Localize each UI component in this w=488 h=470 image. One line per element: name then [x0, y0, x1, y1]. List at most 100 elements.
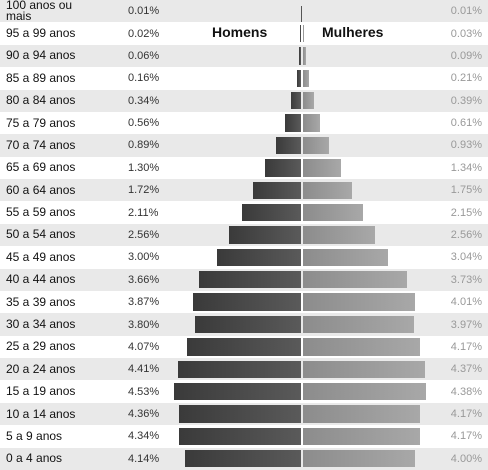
value-label-women: 0.09% — [450, 49, 482, 62]
bar-men — [192, 293, 301, 311]
value-label-men: 0.02% — [128, 27, 160, 40]
bar-women — [303, 248, 389, 267]
value-label-women: 0.39% — [450, 94, 482, 107]
bar-women — [303, 405, 420, 423]
bar-women — [303, 181, 352, 199]
age-label: 55 a 59 anos — [6, 205, 76, 220]
value-label-men: 1.30% — [128, 161, 160, 174]
value-label-men: 0.06% — [128, 49, 160, 62]
value-label-women: 4.38% — [450, 385, 482, 398]
bar-men — [300, 24, 301, 43]
value-label-women: 4.00% — [450, 452, 482, 465]
value-label-women: 0.03% — [450, 27, 482, 40]
bar-women — [303, 92, 314, 110]
bar-men — [296, 69, 301, 88]
value-label-women: 0.01% — [450, 5, 482, 18]
age-label: 85 a 89 anos — [6, 70, 76, 85]
bar-women — [303, 271, 408, 289]
value-label-men: 0.16% — [128, 72, 160, 85]
row — [0, 67, 488, 90]
age-label: 25 a 29 anos — [6, 339, 76, 354]
center-axis — [301, 6, 302, 22]
value-label-men: 4.07% — [128, 340, 160, 353]
bar-women — [303, 203, 364, 222]
legend-men: Homens — [212, 24, 268, 40]
bar-men — [291, 92, 301, 110]
legend-women: Mulheres — [322, 24, 384, 40]
value-label-women: 0.61% — [450, 117, 482, 130]
bar-men — [178, 405, 301, 423]
bar-men — [198, 271, 301, 289]
bar-women — [303, 450, 415, 468]
row — [0, 0, 488, 23]
bar-women — [303, 338, 420, 356]
age-label: 65 a 69 anos — [6, 160, 76, 175]
bar-women — [303, 226, 375, 244]
value-label-women: 0.21% — [450, 72, 482, 85]
value-label-men: 4.36% — [128, 408, 160, 421]
age-label: 50 a 54 anos — [6, 227, 76, 242]
bar-men — [276, 136, 301, 155]
bar-men — [185, 450, 301, 468]
value-label-men: 0.56% — [128, 117, 160, 130]
value-label-women: 4.37% — [450, 363, 482, 376]
age-label: 90 a 94 anos — [6, 48, 76, 63]
age-label: 80 a 84 anos — [6, 93, 76, 108]
bar-men — [179, 427, 301, 446]
value-label-women: 3.73% — [450, 273, 482, 286]
age-label: 60 a 64 anos — [6, 182, 76, 197]
value-label-men: 2.11% — [128, 206, 159, 219]
bar-women — [303, 136, 330, 155]
age-label: 5 a 9 anos — [6, 428, 63, 443]
value-label-men: 1.72% — [128, 184, 160, 197]
value-label-men: 3.87% — [128, 296, 160, 309]
bar-men — [299, 47, 301, 65]
bar-men — [241, 203, 301, 222]
age-label: 35 a 39 anos — [6, 294, 76, 309]
age-label: 100 anos ou mais — [6, 0, 73, 24]
bar-women — [303, 114, 321, 132]
bar-women — [303, 360, 426, 378]
bar-women — [303, 47, 306, 65]
value-label-men: 4.14% — [128, 452, 160, 465]
bar-women — [303, 315, 415, 334]
age-label: 45 a 49 anos — [6, 249, 76, 264]
age-label: 70 a 74 anos — [6, 137, 76, 152]
row — [0, 44, 488, 68]
bar-men — [194, 315, 301, 334]
value-label-women: 4.01% — [450, 296, 482, 309]
value-label-men: 0.34% — [128, 94, 160, 107]
bar-women — [303, 24, 304, 43]
value-label-women: 2.56% — [450, 228, 482, 241]
row — [0, 134, 488, 157]
age-label: 15 a 19 anos — [6, 384, 76, 399]
bar-men — [285, 114, 301, 132]
bar-women — [303, 427, 420, 446]
age-label: 10 a 14 anos — [6, 406, 76, 421]
bar-women — [303, 69, 309, 88]
bar-men — [252, 181, 301, 199]
bar-men — [264, 159, 301, 177]
value-label-women: 1.34% — [450, 161, 482, 174]
age-label: 75 a 79 anos — [6, 115, 76, 130]
bar-women — [303, 293, 416, 311]
value-label-men: 3.80% — [128, 318, 160, 331]
age-label: 30 a 34 anos — [6, 317, 76, 332]
value-label-men: 2.56% — [128, 228, 160, 241]
value-label-men: 4.41% — [128, 363, 160, 376]
row — [0, 111, 488, 135]
value-label-women: 4.17% — [450, 408, 482, 421]
age-label: 0 a 4 anos — [6, 451, 63, 466]
row — [0, 156, 488, 180]
value-label-men: 3.00% — [128, 251, 160, 264]
bar-men — [177, 360, 301, 378]
value-label-women: 4.17% — [450, 340, 482, 353]
row — [0, 179, 488, 202]
bar-men — [174, 382, 301, 401]
value-label-women: 3.04% — [450, 251, 482, 264]
bar-women — [303, 382, 426, 401]
value-label-men: 4.53% — [128, 385, 160, 398]
value-label-men: 3.66% — [128, 273, 160, 286]
value-label-women: 4.17% — [450, 430, 482, 443]
